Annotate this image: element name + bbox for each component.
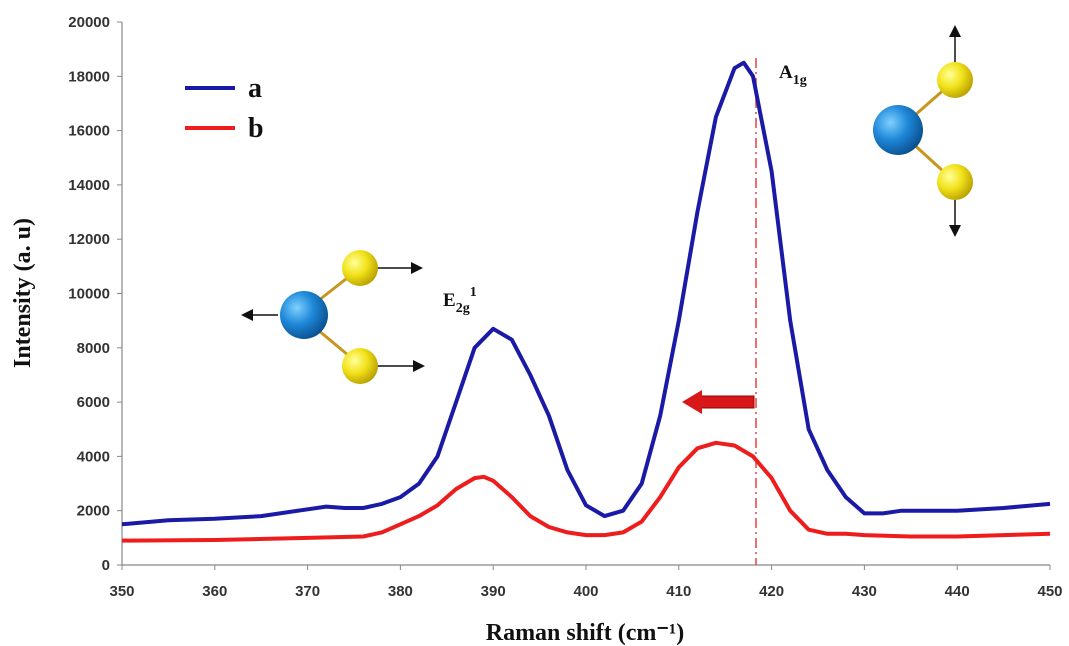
- peak-label-text: A: [779, 62, 793, 83]
- x-tick-label: 390: [481, 583, 506, 600]
- plot: [121, 60, 1051, 543]
- y-tick-label: 12000: [68, 231, 110, 248]
- y-tick-label: 10000: [68, 286, 110, 303]
- y-tick-label: 20000: [68, 14, 110, 31]
- axes: 0 2000 4000 6000 8000 10000 12000 14000 16000 180…: [68, 14, 1062, 600]
- legend-label: a: [248, 73, 262, 104]
- y-tick-label: 18000: [68, 68, 110, 85]
- x-tick-label: 400: [573, 583, 598, 600]
- y-tick-label: 8000: [77, 340, 110, 357]
- y-tick-label: 4000: [77, 448, 110, 465]
- y-tick-label: 0: [102, 557, 110, 574]
- molecule-a1g: [873, 25, 973, 237]
- y-tick-label: 2000: [77, 503, 110, 520]
- y-tick-label: 6000: [77, 394, 110, 411]
- x-tick-label: 370: [295, 583, 320, 600]
- x-tick-label: 450: [1037, 583, 1062, 600]
- peak-label-sup: 1: [470, 285, 477, 300]
- x-tick-label: 360: [202, 583, 227, 600]
- peak-label-sub: 1g: [793, 73, 807, 88]
- peak-label: E2g1: [443, 285, 477, 316]
- y-axis-label: Intensity (a. u): [10, 218, 36, 368]
- x-tick-label: 420: [759, 583, 784, 600]
- legend: a b: [185, 73, 264, 144]
- peak-label-sub: 2g: [456, 301, 470, 316]
- x-tick-label: 440: [945, 583, 970, 600]
- legend-label: b: [248, 113, 264, 144]
- molecule-e2g: [241, 250, 425, 384]
- x-axis-label: Raman shift (cm⁻¹): [486, 620, 685, 646]
- peak-label-text: E: [443, 290, 456, 311]
- x-tick-label: 430: [852, 583, 877, 600]
- series-line: [121, 440, 1051, 543]
- x-tick-label: 410: [666, 583, 691, 600]
- peak-label: A1g: [779, 62, 807, 88]
- shift-arrow: [682, 390, 755, 414]
- x-tick-label: 350: [109, 583, 134, 600]
- x-tick-label: 380: [388, 583, 413, 600]
- y-tick-label: 14000: [68, 177, 110, 194]
- series-line: [121, 60, 1051, 527]
- y-tick-label: 16000: [68, 123, 110, 140]
